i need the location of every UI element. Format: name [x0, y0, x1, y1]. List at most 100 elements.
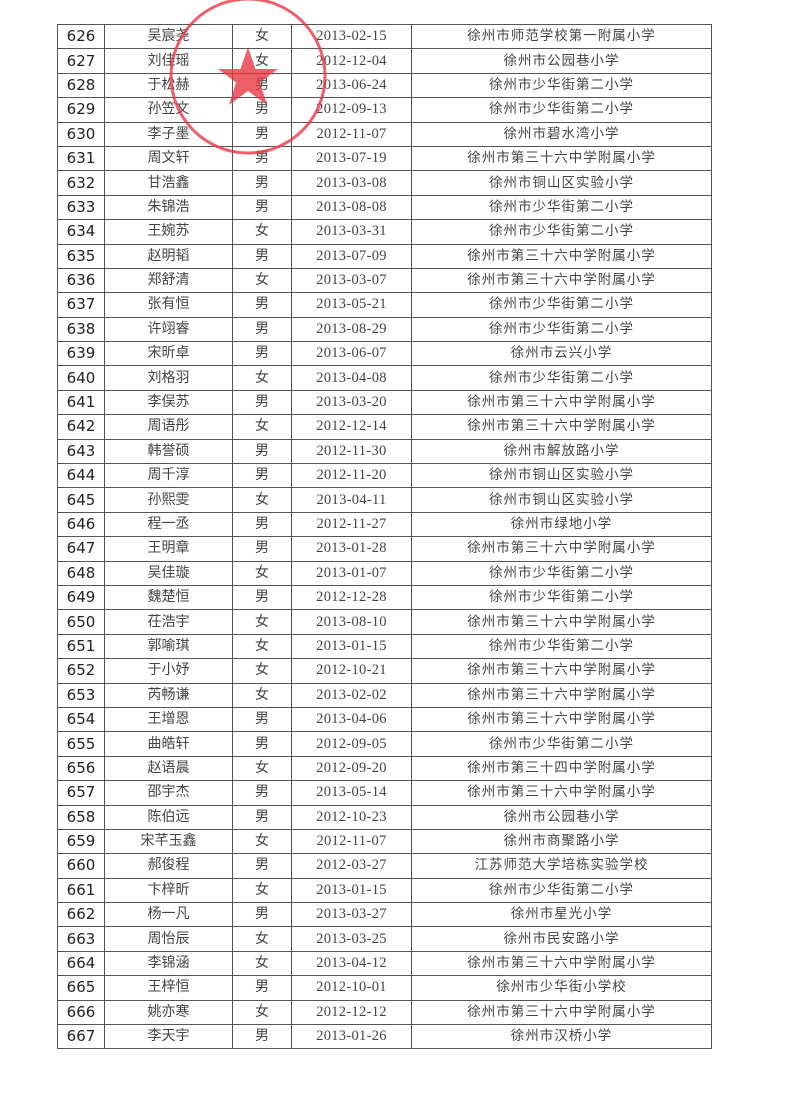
student-gender: 男 — [232, 1024, 292, 1050]
student-gender: 男 — [232, 341, 292, 367]
student-name: 刘格羽 — [104, 365, 233, 391]
table-row: 650 茌浩宇女 2013-08-10 徐州市第三十六中学附属小学 — [57, 609, 712, 635]
student-name: 韩誉硕 — [104, 438, 233, 465]
student-name: 于松赫 — [104, 72, 233, 99]
school-name: 徐州市少华街第二小学 — [411, 97, 712, 123]
school-name: 徐州市铜山区实验小学 — [411, 170, 712, 196]
school-name: 徐州市云兴小学 — [411, 341, 712, 367]
student-gender: 女 — [232, 219, 292, 245]
student-name: 李子墨 — [104, 121, 233, 147]
row-number: 661 — [57, 877, 105, 904]
row-number: 653 — [57, 682, 105, 708]
school-name: 徐州市少华街第二小学 — [411, 219, 712, 245]
birth-date: 2013-03-20 — [291, 389, 412, 416]
row-number: 632 — [57, 170, 105, 196]
student-name: 姚亦寒 — [104, 999, 233, 1026]
student-name: 孙笠文 — [104, 97, 233, 123]
school-name: 徐州市少华街第二小学 — [411, 877, 712, 904]
row-number: 655 — [57, 731, 105, 757]
school-name: 徐州市第三十四中学附属小学 — [411, 755, 712, 782]
birth-date: 2013-07-19 — [291, 145, 412, 172]
school-name: 徐州市少华街小学校 — [411, 975, 712, 1001]
birth-date: 2013-06-24 — [291, 72, 412, 99]
table-row: 651 郭喻琪女 2013-01-15 徐州市少华街第二小学 — [57, 633, 712, 660]
student-gender: 男 — [232, 170, 292, 196]
student-name: 赵明韬 — [104, 243, 233, 269]
table-row: 634 王婉苏女 2013-03-31 徐州市少华街第二小学 — [57, 219, 712, 245]
birth-date: 2013-04-12 — [291, 950, 412, 977]
table-row: 662 杨一凡男 2013-03-27 徐州市星光小学 — [57, 902, 712, 928]
table-row: 652 于小妤女 2012-10-21 徐州市第三十六中学附属小学 — [57, 658, 712, 684]
birth-date: 2012-11-07 — [291, 828, 412, 855]
school-name: 徐州市铜山区实验小学 — [411, 487, 712, 513]
student-name: 郭喻琪 — [104, 633, 233, 660]
school-name: 徐州市少华街第二小学 — [411, 584, 712, 611]
student-name: 于小妤 — [104, 658, 233, 684]
birth-date: 2012-10-21 — [291, 658, 412, 684]
row-number: 629 — [57, 97, 105, 123]
row-number: 641 — [57, 389, 105, 416]
school-name: 徐州市解放路小学 — [411, 438, 712, 465]
student-name: 魏楚恒 — [104, 584, 233, 611]
row-number: 666 — [57, 999, 105, 1026]
student-name: 李锦涵 — [104, 950, 233, 977]
school-name: 徐州市第三十六中学附属小学 — [411, 682, 712, 708]
row-number: 635 — [57, 243, 105, 269]
row-number: 642 — [57, 414, 105, 440]
row-number: 639 — [57, 341, 105, 367]
table-row: 635 赵明韬男 2013-07-09 徐州市第三十六中学附属小学 — [57, 243, 712, 269]
row-number: 656 — [57, 755, 105, 782]
school-name: 徐州市第三十六中学附属小学 — [411, 389, 712, 416]
school-name: 徐州市民安路小学 — [411, 926, 712, 952]
student-gender: 男 — [232, 902, 292, 928]
row-number: 660 — [57, 853, 105, 879]
student-list-table: 626 吴宸尧女 2013-02-15 徐州市师范学校第一附属小学 627 刘佳瑶女 201… — [57, 23, 712, 1050]
student-name: 李俣苏 — [104, 389, 233, 416]
birth-date: 2013-08-29 — [291, 316, 412, 343]
birth-date: 2012-12-14 — [291, 414, 412, 440]
birth-date: 2012-12-04 — [291, 48, 412, 74]
row-number: 638 — [57, 316, 105, 343]
school-name: 徐州市少华街第二小学 — [411, 194, 712, 221]
birth-date: 2013-03-08 — [291, 170, 412, 196]
birth-date: 2012-12-28 — [291, 584, 412, 611]
row-number: 636 — [57, 267, 105, 294]
school-name: 徐州市第三十六中学附属小学 — [411, 658, 712, 684]
row-number: 628 — [57, 72, 105, 99]
table-row: 660 郝俊程男 2012-03-27 江苏师范大学培栋实验学校 — [57, 853, 712, 879]
student-name: 陈伯远 — [104, 804, 233, 830]
table-row: 645 孙熙雯女 2013-04-11 徐州市铜山区实验小学 — [57, 487, 712, 513]
row-number: 626 — [57, 23, 105, 50]
birth-date: 2013-06-07 — [291, 341, 412, 367]
student-name: 茌浩宇 — [104, 609, 233, 635]
birth-date: 2013-01-15 — [291, 633, 412, 660]
birth-date: 2013-04-06 — [291, 706, 412, 733]
row-number: 647 — [57, 536, 105, 562]
birth-date: 2013-05-14 — [291, 780, 412, 806]
student-name: 宋芊玉鑫 — [104, 828, 233, 855]
birth-date: 2013-01-28 — [291, 536, 412, 562]
birth-date: 2013-03-25 — [291, 926, 412, 952]
school-name: 徐州市少华街第二小学 — [411, 633, 712, 660]
student-name: 邵宇杰 — [104, 780, 233, 806]
row-number: 665 — [57, 975, 105, 1001]
student-gender: 女 — [232, 560, 292, 586]
student-gender: 女 — [232, 633, 292, 660]
student-name: 程一丞 — [104, 511, 233, 538]
table-row: 637 张有恒男 2013-05-21 徐州市少华街第二小学 — [57, 292, 712, 318]
row-number: 630 — [57, 121, 105, 147]
row-number: 657 — [57, 780, 105, 806]
student-name: 张有恒 — [104, 292, 233, 318]
row-number: 631 — [57, 145, 105, 172]
school-name: 徐州市第三十六中学附属小学 — [411, 536, 712, 562]
school-name: 徐州市第三十六中学附属小学 — [411, 780, 712, 806]
student-gender: 男 — [232, 121, 292, 147]
table-row: 628 于松赫男 2013-06-24 徐州市少华街第二小学 — [57, 72, 712, 99]
row-number: 644 — [57, 463, 105, 489]
row-number: 651 — [57, 633, 105, 660]
row-number: 664 — [57, 950, 105, 977]
row-number: 649 — [57, 584, 105, 611]
student-gender: 男 — [232, 438, 292, 465]
row-number: 646 — [57, 511, 105, 538]
student-name: 周怡辰 — [104, 926, 233, 952]
